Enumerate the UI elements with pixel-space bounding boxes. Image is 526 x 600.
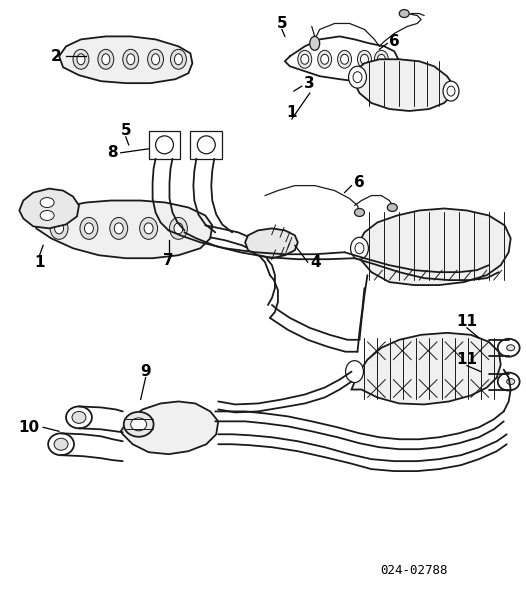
Ellipse shape	[301, 55, 309, 64]
Ellipse shape	[77, 54, 85, 65]
Ellipse shape	[346, 361, 363, 383]
Ellipse shape	[197, 136, 215, 154]
Ellipse shape	[66, 406, 92, 428]
Text: 6: 6	[354, 175, 365, 190]
Text: 7: 7	[163, 253, 174, 268]
Ellipse shape	[298, 50, 312, 68]
Text: 8: 8	[107, 145, 118, 160]
Ellipse shape	[387, 203, 397, 211]
Ellipse shape	[102, 54, 110, 65]
Ellipse shape	[151, 54, 159, 65]
Text: 5: 5	[120, 124, 131, 139]
Ellipse shape	[443, 81, 459, 101]
Ellipse shape	[40, 197, 54, 208]
Ellipse shape	[73, 49, 89, 69]
Polygon shape	[355, 59, 454, 111]
Ellipse shape	[318, 50, 331, 68]
Ellipse shape	[124, 412, 154, 437]
Text: 11: 11	[457, 314, 478, 329]
Ellipse shape	[349, 66, 367, 88]
Polygon shape	[245, 229, 298, 258]
Ellipse shape	[498, 339, 520, 356]
Ellipse shape	[50, 217, 68, 239]
Ellipse shape	[341, 55, 349, 64]
Ellipse shape	[498, 373, 520, 391]
Ellipse shape	[48, 433, 74, 455]
Ellipse shape	[338, 50, 351, 68]
Ellipse shape	[123, 49, 139, 69]
Text: 6: 6	[389, 34, 400, 49]
Ellipse shape	[377, 55, 386, 64]
Ellipse shape	[353, 72, 362, 83]
Ellipse shape	[80, 217, 98, 239]
Text: 3: 3	[305, 76, 315, 91]
Text: 10: 10	[19, 420, 40, 435]
Ellipse shape	[399, 10, 409, 17]
Polygon shape	[36, 200, 213, 258]
Ellipse shape	[114, 223, 123, 234]
Ellipse shape	[72, 412, 86, 424]
Ellipse shape	[169, 217, 187, 239]
Ellipse shape	[40, 211, 54, 220]
Ellipse shape	[130, 418, 147, 431]
Ellipse shape	[375, 50, 388, 68]
Ellipse shape	[355, 208, 365, 217]
Polygon shape	[19, 188, 79, 229]
Ellipse shape	[55, 223, 64, 234]
Polygon shape	[59, 37, 193, 83]
Ellipse shape	[98, 49, 114, 69]
Text: 2: 2	[50, 49, 62, 64]
Ellipse shape	[360, 55, 368, 64]
Ellipse shape	[355, 243, 364, 254]
Ellipse shape	[156, 136, 174, 154]
Ellipse shape	[148, 49, 164, 69]
Text: 9: 9	[140, 364, 151, 379]
Text: 1: 1	[34, 255, 44, 270]
Ellipse shape	[85, 223, 94, 234]
Ellipse shape	[127, 54, 135, 65]
Polygon shape	[121, 401, 218, 454]
Ellipse shape	[170, 49, 186, 69]
Text: 4: 4	[310, 255, 321, 270]
Ellipse shape	[310, 37, 320, 50]
Ellipse shape	[110, 217, 128, 239]
Text: 5: 5	[277, 16, 287, 31]
Ellipse shape	[350, 238, 368, 259]
Text: 1: 1	[287, 106, 297, 121]
Ellipse shape	[140, 217, 158, 239]
Text: 11: 11	[457, 352, 478, 367]
Polygon shape	[351, 333, 501, 404]
Polygon shape	[358, 208, 511, 285]
Text: 024-02788: 024-02788	[380, 564, 448, 577]
Ellipse shape	[54, 438, 68, 450]
Ellipse shape	[175, 54, 183, 65]
Ellipse shape	[321, 55, 329, 64]
Bar	[149, 131, 180, 159]
Ellipse shape	[507, 345, 514, 351]
Ellipse shape	[358, 50, 371, 68]
Ellipse shape	[447, 86, 455, 96]
Ellipse shape	[507, 379, 514, 385]
Ellipse shape	[144, 223, 153, 234]
Ellipse shape	[174, 223, 183, 234]
Bar	[190, 131, 222, 159]
